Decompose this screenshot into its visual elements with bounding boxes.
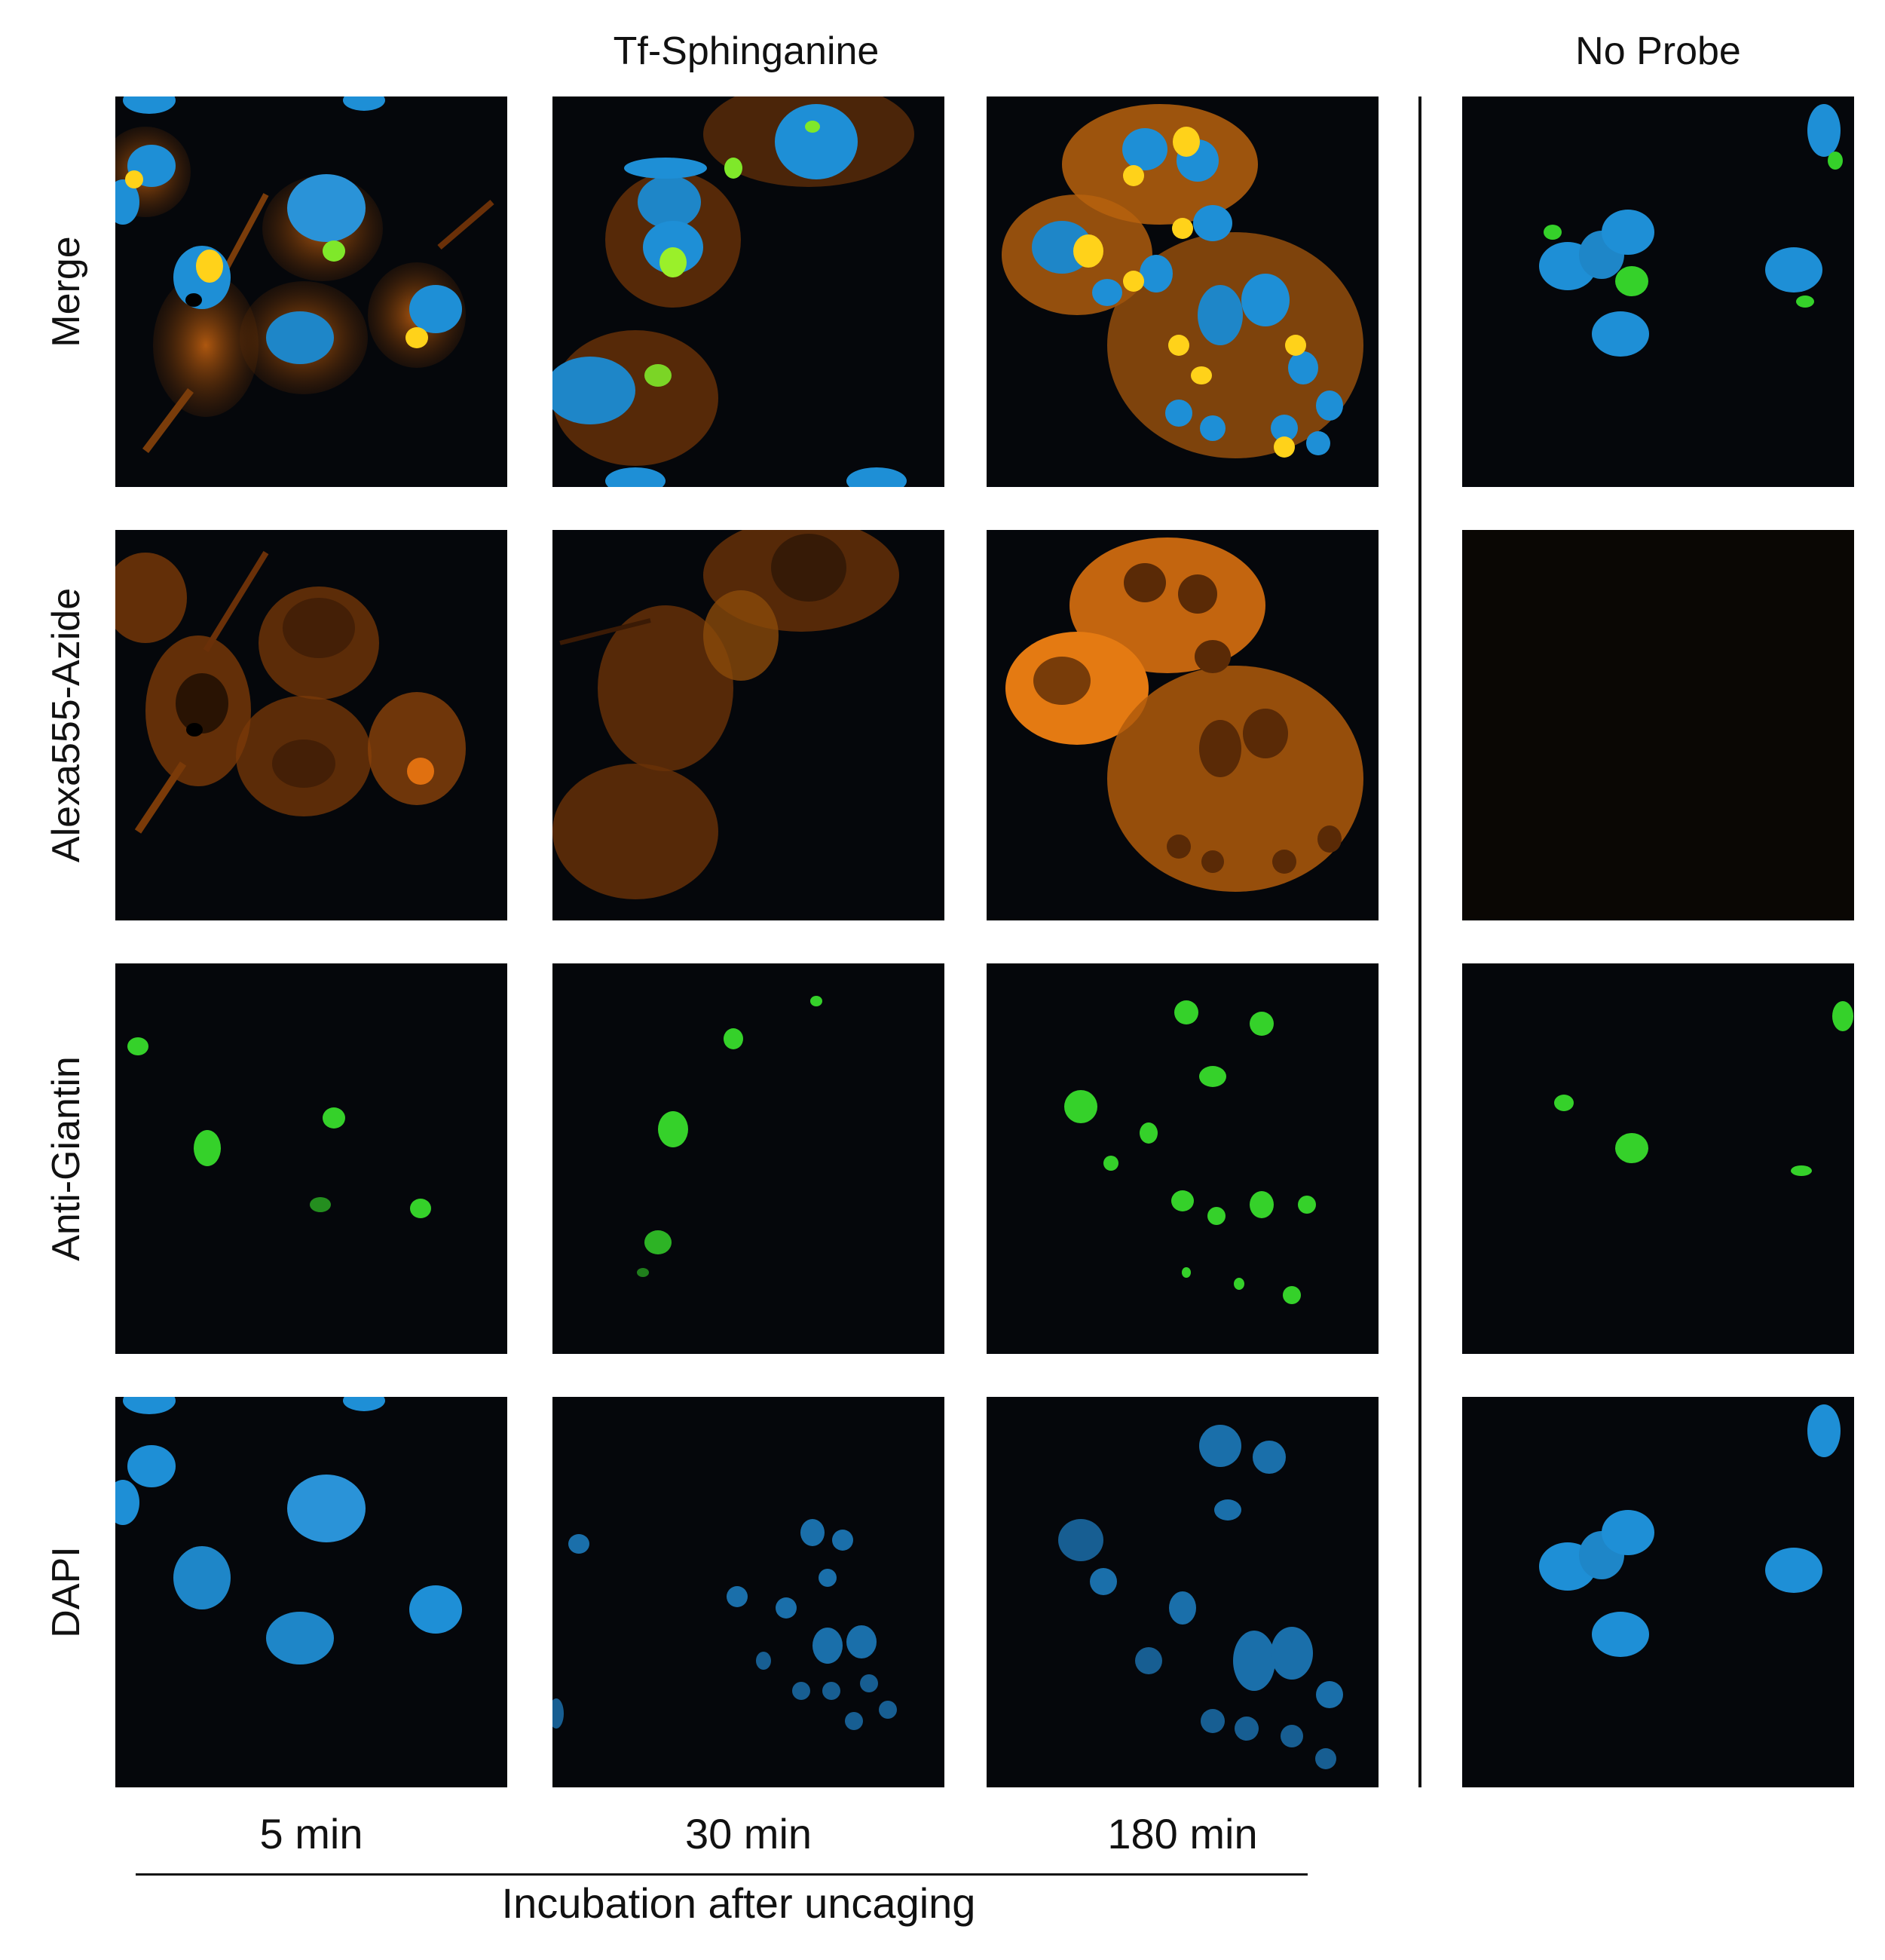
axis-caption: Incubation after uncaging	[501, 1879, 976, 1927]
panel-dapi-5min	[115, 1397, 507, 1787]
panel-dapi-180min	[987, 1397, 1379, 1787]
row-label-merge: Merge	[44, 236, 88, 348]
panel-alexa-30min	[552, 530, 944, 920]
panel-alexa-no-probe	[1462, 530, 1854, 920]
panel-merge-30min	[552, 96, 944, 487]
row-label-dapi: DAPI	[44, 1546, 88, 1638]
panel-alexa-180min	[987, 530, 1379, 920]
panel-giantin-180min	[987, 963, 1379, 1354]
time-label-30min: 30 min	[684, 1810, 812, 1857]
time-label-5min: 5 min	[259, 1810, 363, 1857]
group-divider-line	[1418, 96, 1421, 1787]
row-label-alexa555-azide: Alexa555-Azide	[44, 587, 88, 863]
tf-sphinganine-header: Tf-Sphinganine	[613, 29, 880, 73]
panel-dapi-no-probe	[1462, 1397, 1854, 1787]
time-label-180min: 180 min	[1107, 1810, 1258, 1857]
panel-giantin-no-probe	[1462, 963, 1854, 1354]
panel-giantin-5min	[115, 963, 507, 1354]
panel-giantin-30min	[552, 963, 944, 1354]
no-probe-header: No Probe	[1575, 29, 1741, 73]
time-axis-underline	[136, 1873, 1308, 1876]
panel-dapi-30min	[552, 1397, 944, 1787]
panel-merge-5min	[115, 96, 507, 487]
panel-merge-180min	[987, 96, 1379, 487]
panel-alexa-5min	[115, 530, 507, 920]
row-label-anti-giantin: Anti-Giantin	[44, 1056, 88, 1261]
panel-merge-no-probe	[1462, 96, 1854, 487]
